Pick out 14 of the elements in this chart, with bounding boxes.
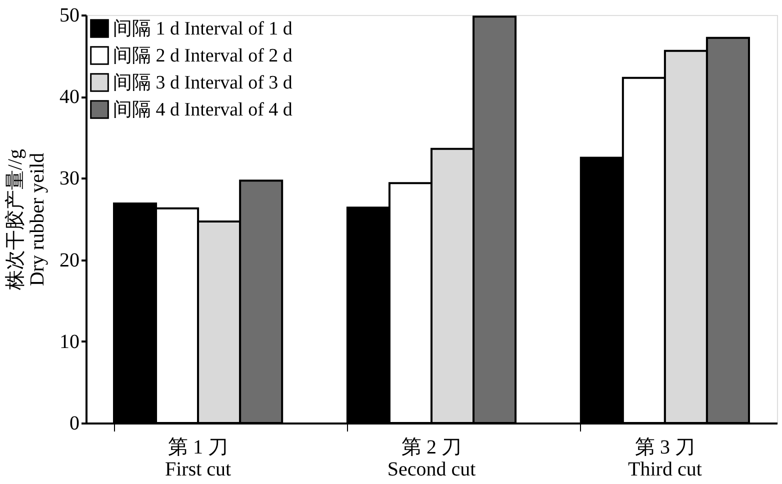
x-tick-label: 第 1 刀 First cut (164, 436, 232, 480)
y-tick-label: 0 (70, 412, 80, 434)
y-axis-title: 株次干胶产量//g Dry rubber yeild (4, 148, 48, 292)
legend-label: 间隔 4 d Interval of 4 d (113, 100, 293, 120)
y-tick-label: 50 (60, 4, 80, 26)
legend-label: 间隔 3 d Interval of 3 d (113, 72, 293, 94)
legend-label: 间隔 2 d Interval of 2 d (113, 46, 293, 66)
x-tick-label: 第 2 刀 Second cut (387, 436, 476, 480)
y-tick-label: 10 (60, 330, 80, 353)
y-tick-label: 30 (60, 168, 80, 190)
x-tick-label: 第 3 刀 Third cut (628, 436, 702, 480)
legend-label: 间隔 1 d Interval of 1 d (113, 18, 293, 40)
y-tick-label: 40 (60, 86, 80, 108)
y-tick-label: 20 (60, 249, 80, 272)
